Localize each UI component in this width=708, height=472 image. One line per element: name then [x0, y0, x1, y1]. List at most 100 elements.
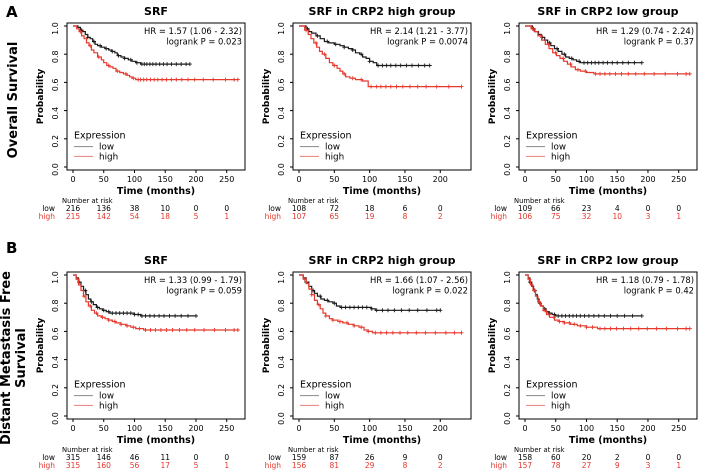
y-tick-label: 0.6 — [277, 79, 286, 92]
x-tick-label: 50 — [551, 175, 561, 184]
x-tick-label: 50 — [99, 175, 109, 184]
censor-marks-low — [305, 26, 432, 68]
y-tick-label: 0.6 — [277, 328, 286, 341]
risk-value: 6 — [403, 204, 408, 213]
y-tick-label: 0.6 — [51, 79, 60, 92]
risk-value: 0 — [646, 204, 651, 213]
legend-title: Expression — [74, 130, 126, 141]
risk-row-label: high — [265, 212, 282, 221]
censor-marks-high — [527, 277, 692, 331]
legend-title: Expression — [74, 379, 126, 390]
x-tick-label: 0 — [70, 424, 75, 433]
figure-row-dmfs: B Distant Metastasis Free Survival SRF HR… — [0, 236, 708, 472]
risk-value: 87 — [330, 453, 340, 462]
y-tick-label: 0.0 — [277, 163, 286, 176]
risk-value: 60 — [551, 453, 561, 462]
y-tick-label: 0.6 — [51, 328, 60, 341]
y-tick-label: 0.2 — [503, 384, 512, 397]
panel-letter-b: B — [6, 239, 18, 257]
panels-container-a: SRF HR = 1.57 (1.06 - 2.32) logrank P = 0.… — [30, 0, 708, 236]
y-tick-label: 0.0 — [277, 412, 286, 425]
risk-value: 8 — [403, 461, 408, 470]
risk-row-label: low — [494, 204, 507, 213]
y-tick-label: 1.0 — [503, 22, 512, 35]
risk-value: 56 — [130, 461, 140, 470]
x-tick-label: 150 — [610, 175, 625, 184]
legend-item-label: low — [551, 392, 566, 402]
plot-box — [66, 271, 246, 420]
legend-item-label: high — [99, 401, 118, 411]
risk-value: 5 — [194, 212, 199, 221]
y-tick-label: 0.6 — [503, 328, 512, 341]
risk-value: 2 — [438, 461, 443, 470]
risk-row-label: low — [268, 204, 281, 213]
risk-value: 159 — [292, 453, 307, 462]
figure-row-overall-survival: A Overall Survival SRF HR = 1.57 (1.06 - … — [6, 0, 708, 236]
legend-title: Expression — [300, 379, 352, 390]
risk-value: 156 — [292, 461, 307, 470]
y-axis-label: Probability — [36, 318, 46, 374]
risk-table-title: Number at risk — [288, 446, 339, 454]
logrank-annotation: logrank P = 0.42 — [624, 286, 694, 296]
x-tick-label: 150 — [397, 175, 412, 184]
panel-title: SRF in CRP2 high group — [309, 5, 456, 18]
x-tick-label: 100 — [579, 175, 594, 184]
risk-table-title: Number at risk — [62, 446, 113, 454]
y-axis-label: Probability — [262, 69, 272, 125]
y-tick-label: 0.2 — [51, 135, 60, 148]
y-tick-label: 0.2 — [51, 384, 60, 397]
x-tick-label: 100 — [579, 424, 594, 433]
censor-marks-high — [75, 277, 240, 332]
plot-box — [518, 22, 698, 171]
censor-marks-low — [79, 28, 192, 67]
x-tick-label: 250 — [219, 175, 234, 184]
row-label-line: Overall Survival — [6, 41, 21, 159]
x-tick-label: 150 — [158, 175, 173, 184]
legend-item-label: high — [551, 152, 570, 162]
risk-value: 0 — [224, 204, 229, 213]
logrank-annotation: logrank P = 0.059 — [166, 286, 242, 296]
risk-value: 0 — [194, 204, 199, 213]
y-tick-label: 0.8 — [277, 50, 286, 63]
y-tick-label: 0.8 — [503, 50, 512, 63]
x-tick-label: 200 — [433, 424, 448, 433]
y-tick-label: 0.4 — [277, 107, 286, 120]
panels-container-b: SRF HR = 1.33 (0.99 - 1.79) logrank P = 0.… — [30, 236, 708, 472]
risk-value: 215 — [66, 212, 81, 221]
x-tick-label: 0 — [296, 175, 301, 184]
hr-annotation: HR = 2.14 (1.21 - 3.77) — [370, 26, 468, 36]
y-tick-label: 0.2 — [503, 135, 512, 148]
risk-value: 315 — [66, 453, 81, 462]
plot-box — [518, 271, 698, 420]
y-tick-label: 0.8 — [51, 50, 60, 63]
risk-value: 160 — [97, 461, 112, 470]
km-curve-high — [73, 25, 238, 81]
risk-value: 136 — [97, 204, 112, 213]
risk-table-title: Number at risk — [514, 446, 565, 454]
km-panel-A3: SRF in CRP2 low group HR = 1.29 (0.74 - 2… — [488, 5, 698, 221]
risk-row-label: high — [39, 212, 56, 221]
panel-title: SRF in CRP2 high group — [309, 254, 456, 267]
x-tick-label: 200 — [433, 175, 448, 184]
risk-row-label: low — [268, 453, 281, 462]
legend-item-label: high — [551, 401, 570, 411]
row-label-overall-survival: Overall Survival — [6, 0, 23, 200]
x-tick-label: 150 — [397, 424, 412, 433]
x-axis-label: Time (months) — [117, 435, 195, 446]
km-curve-low — [73, 25, 190, 65]
y-tick-label: 1.0 — [277, 271, 286, 284]
y-tick-label: 0.0 — [503, 412, 512, 425]
risk-value: 5 — [194, 461, 199, 470]
risk-table-title: Number at risk — [288, 197, 339, 205]
y-tick-label: 0.8 — [277, 299, 286, 312]
risk-value: 0 — [646, 453, 651, 462]
x-tick-label: 250 — [219, 424, 234, 433]
risk-value: 0 — [194, 453, 199, 462]
panel-title: SRF — [144, 254, 168, 267]
y-tick-label: 0.2 — [277, 135, 286, 148]
risk-value: 18 — [160, 212, 170, 221]
legend-item-label: low — [325, 143, 340, 153]
y-tick-label: 0.4 — [503, 356, 512, 369]
x-axis-label: Time (months) — [569, 435, 647, 446]
risk-value: 72 — [330, 204, 340, 213]
